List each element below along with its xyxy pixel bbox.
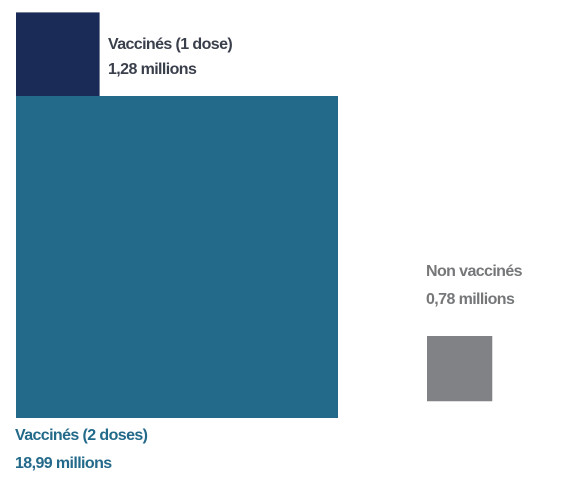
two-doses-name: Vaccinés (2 doses) — [15, 427, 148, 444]
unvaccinated-name: Non vaccinés — [426, 263, 523, 280]
two-doses-label: Vaccinés (2 doses) 18,99 millions — [15, 422, 148, 478]
unvaccinated-label: Non vaccinés 0,78 millions — [426, 258, 523, 314]
two-doses-square — [16, 96, 338, 418]
two-doses-value: 18,99 millions — [15, 455, 112, 472]
one-dose-square — [16, 12, 100, 97]
one-dose-value: 1,28 millions — [108, 61, 197, 78]
unvaccinated-value: 0,78 millions — [426, 291, 515, 308]
unvaccinated-square — [427, 336, 493, 402]
one-dose-label: Vaccinés (1 dose) 1,28 millions — [108, 32, 233, 82]
one-dose-name: Vaccinés (1 dose) — [108, 36, 233, 53]
